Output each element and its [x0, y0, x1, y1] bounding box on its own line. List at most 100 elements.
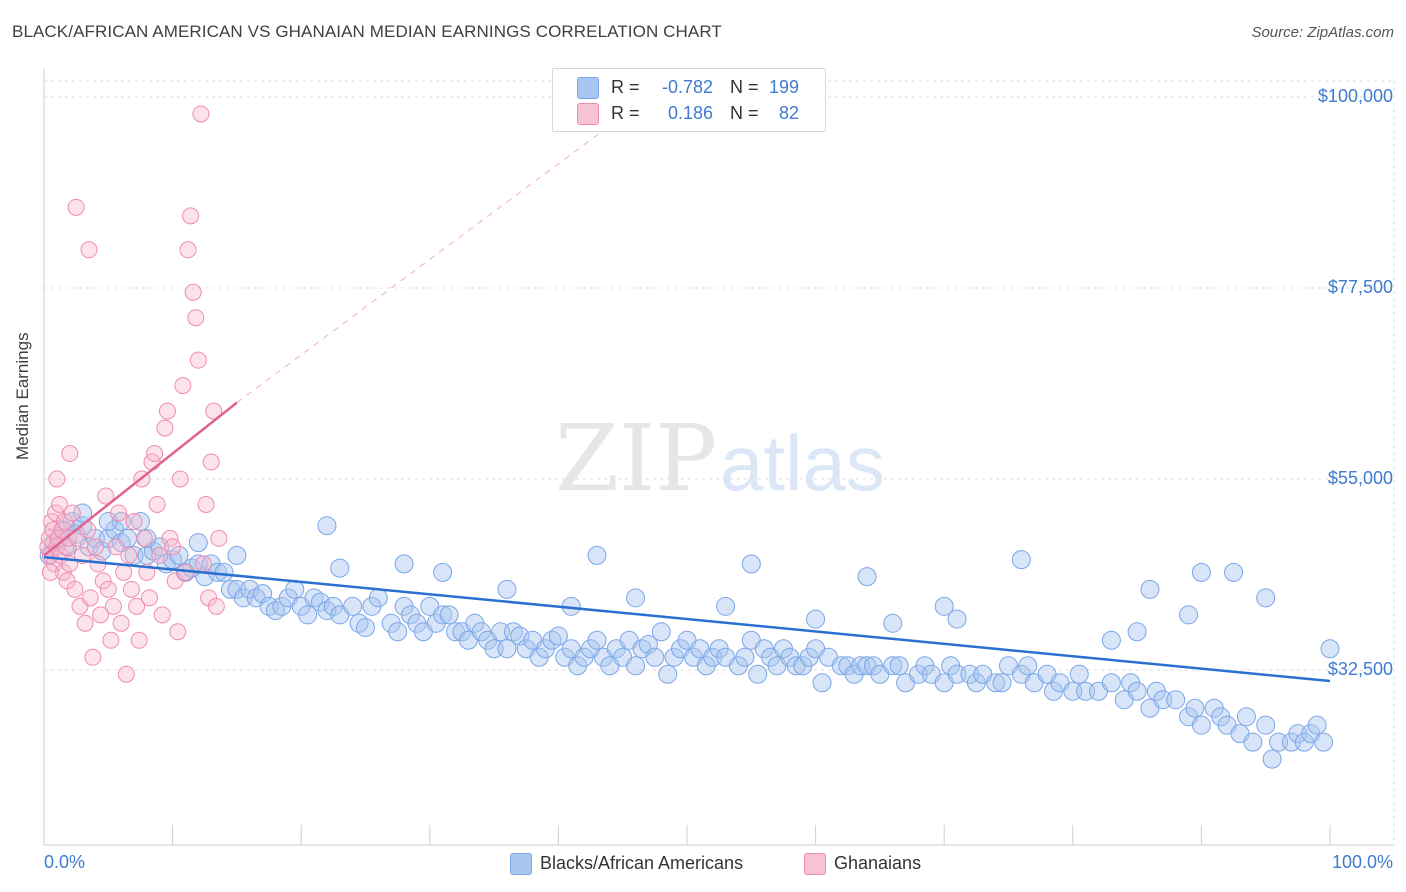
y-tick-32500: $32,500	[1327, 659, 1393, 679]
point-blacks	[130, 511, 150, 531]
point-blacks	[1069, 664, 1089, 684]
point-blacks	[889, 656, 909, 676]
point-blacks	[1179, 605, 1199, 625]
point-blacks	[1262, 749, 1282, 769]
point-blacks	[330, 558, 350, 578]
point-ghanaians	[182, 207, 200, 225]
x-tick-min: 0.0%	[44, 852, 86, 872]
point-blacks	[433, 605, 453, 625]
point-blacks	[497, 639, 517, 659]
point-ghanaians	[63, 504, 81, 522]
point-blacks	[98, 511, 118, 531]
point-ghanaians	[174, 377, 192, 395]
point-ghanaians	[194, 555, 212, 573]
point-blacks	[1127, 622, 1147, 642]
point-blacks	[368, 588, 388, 608]
point-blacks	[298, 605, 318, 625]
y-axis-label: Median Earnings	[13, 332, 32, 460]
point-blacks	[1101, 673, 1121, 693]
point-blacks	[651, 622, 671, 642]
point-blacks	[735, 647, 755, 667]
point-blacks	[253, 584, 273, 604]
point-ghanaians	[44, 521, 62, 539]
x-tick-max: 100.0%	[1331, 852, 1393, 872]
point-ghanaians	[47, 504, 65, 522]
point-blacks	[169, 545, 189, 565]
point-blacks	[1307, 715, 1327, 735]
watermark-zip: ZIP	[555, 405, 717, 512]
point-blacks	[1018, 656, 1038, 676]
point-ghanaians	[54, 563, 72, 581]
legend-r-label: R =	[611, 77, 640, 97]
point-ghanaians	[187, 309, 205, 327]
point-blacks	[638, 635, 658, 655]
point-blacks	[1166, 690, 1186, 710]
point-ghanaians	[197, 495, 215, 513]
point-blacks	[986, 673, 1006, 693]
point-blacks	[741, 554, 761, 574]
point-blacks	[716, 596, 736, 616]
legend-label-blacks: Blacks/African Americans	[540, 853, 744, 873]
point-blacks	[1243, 732, 1263, 752]
point-ghanaians	[210, 529, 228, 547]
point-blacks	[1101, 630, 1121, 650]
point-blacks	[1256, 715, 1276, 735]
point-blacks	[510, 626, 530, 646]
point-blacks	[214, 562, 234, 582]
point-ghanaians	[80, 241, 98, 259]
point-ghanaians	[120, 546, 138, 564]
point-blacks	[626, 588, 646, 608]
point-blacks	[188, 533, 208, 553]
point-blacks	[548, 626, 568, 646]
legend-swatch-pink	[577, 103, 599, 125]
trend-line-ghanaians-extrapolated	[236, 96, 649, 404]
point-ghanaians	[41, 546, 59, 564]
point-ghanaians	[107, 538, 125, 556]
point-ghanaians	[117, 665, 135, 683]
point-ghanaians	[86, 538, 104, 556]
point-ghanaians	[50, 495, 68, 513]
point-ghanaians	[169, 623, 187, 641]
point-ghanaians	[45, 555, 63, 573]
point-ghanaians	[66, 580, 84, 598]
point-blacks	[1185, 698, 1205, 718]
axes	[43, 68, 1394, 846]
point-blacks	[812, 673, 832, 693]
point-ghanaians	[148, 495, 166, 513]
point-ghanaians	[158, 402, 176, 420]
point-ghanaians	[84, 648, 102, 666]
point-blacks	[343, 596, 363, 616]
y-tick-100000: $100,000	[1317, 86, 1393, 106]
point-ghanaians	[164, 538, 182, 556]
trend-line-ghanaians	[43, 401, 238, 557]
trend-lines	[43, 96, 1331, 683]
point-ghanaians	[135, 529, 153, 547]
point-ghanaians	[156, 419, 174, 437]
point-ghanaians	[122, 580, 140, 598]
point-blacks	[388, 622, 408, 642]
point-ghanaians	[112, 614, 130, 632]
point-ghanaians	[128, 597, 146, 615]
point-ghanaians	[67, 198, 85, 216]
point-blacks	[883, 613, 903, 633]
point-ghanaians	[151, 546, 169, 564]
point-ghanaians	[61, 445, 79, 463]
point-ghanaians	[192, 105, 210, 123]
point-blacks	[645, 647, 665, 667]
point-blacks	[227, 545, 247, 565]
point-ghanaians	[202, 453, 220, 471]
legend-n-value: 82	[778, 103, 799, 123]
point-ghanaians	[115, 563, 133, 581]
point-blacks	[587, 630, 607, 650]
point-blacks	[658, 664, 678, 684]
source-label: Source: ZipAtlas.com	[1251, 24, 1394, 41]
legend-n-label: N =	[730, 103, 759, 123]
legend-swatch-blue	[577, 77, 599, 99]
point-ghanaians	[48, 470, 66, 488]
watermark-atlas: atlas	[720, 419, 885, 507]
point-ghanaians	[102, 631, 120, 649]
legend-label-ghanaians: Ghanaians	[834, 853, 922, 873]
point-ghanaians	[171, 470, 189, 488]
legend-swatch-blue	[510, 853, 532, 875]
data-points	[39, 105, 1340, 769]
